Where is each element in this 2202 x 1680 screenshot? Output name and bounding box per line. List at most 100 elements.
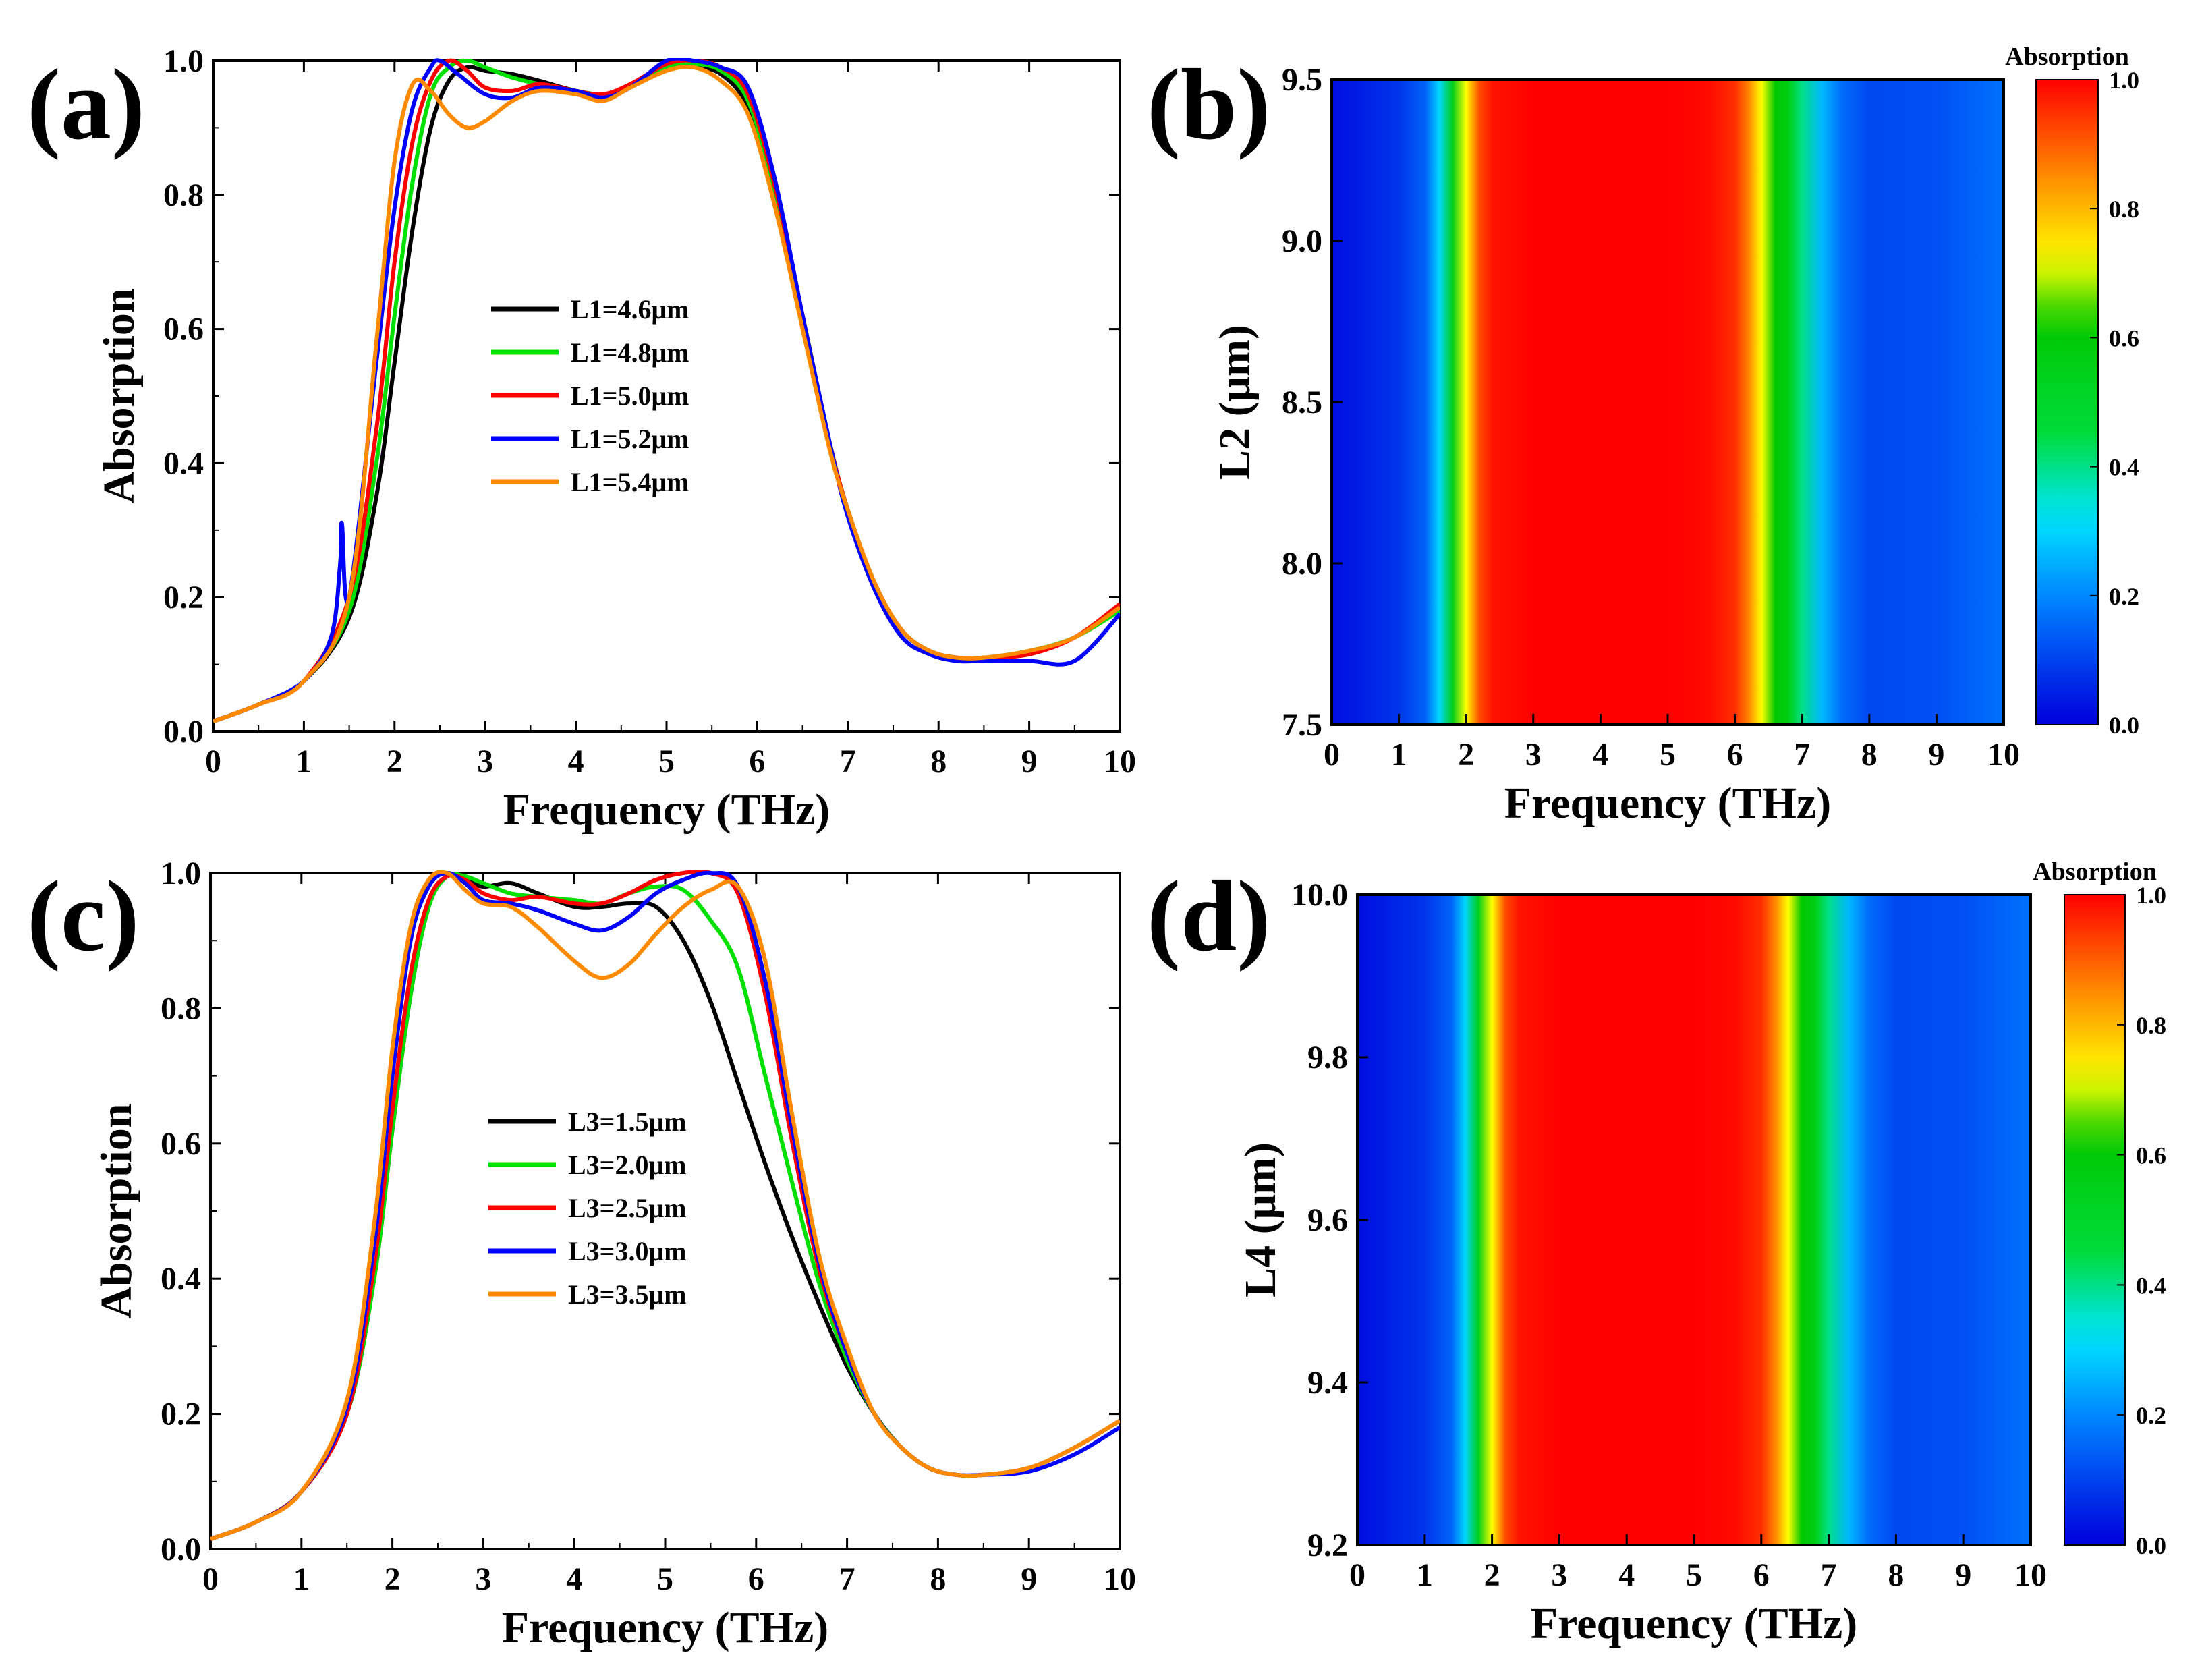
plot-area xyxy=(213,58,1120,723)
x-tick-label: 10 xyxy=(1104,744,1136,779)
x-tick-label: 9 xyxy=(1928,737,1944,773)
x-tick-label: 9 xyxy=(1021,1561,1037,1597)
x-tick-label: 0 xyxy=(202,1561,219,1597)
colorbar-tick-label: 0.8 xyxy=(2109,196,2139,223)
x-tick-label: 10 xyxy=(1104,1561,1136,1597)
series-line xyxy=(213,64,1120,723)
y-tick-label: 0.4 xyxy=(161,1261,201,1297)
legend-label: L1=4.8μm xyxy=(571,337,689,368)
x-tick-label: 8 xyxy=(930,1561,946,1597)
x-tick-label: 1 xyxy=(1391,737,1407,773)
x-tick-label: 7 xyxy=(1794,737,1810,773)
panel-c: (c) 0 1 2 3 4 5 6 7 8 9 10 0.0 0.2 0.4 0.6 0.8 1.0 Frequen… xyxy=(27,856,1136,1652)
y-tick-label: 0.2 xyxy=(163,580,204,615)
legend-label: L3=3.0μm xyxy=(568,1236,686,1266)
x-tick-label: 1 xyxy=(293,1561,310,1597)
x-tick-label: 4 xyxy=(568,744,584,779)
colorbar-title: Absorption xyxy=(2005,43,2129,71)
panel-d: (d) Absorption 0.0 0.2 0.4 0.6 0.8 1.0 0 1 2 3 4 5 6 7 8… xyxy=(1147,858,2166,1648)
x-tick-label: 1 xyxy=(295,744,312,779)
legend: L1=4.6μm L1=4.8μm L1=5.0μm L1=5.2μm L1=5.4μm xyxy=(491,294,689,497)
panel-label: (d) xyxy=(1147,860,1270,972)
legend-label: L1=5.0μm xyxy=(571,381,689,411)
x-axis-title: Frequency (THz) xyxy=(502,1603,829,1652)
x-tick-label: 6 xyxy=(1753,1557,1770,1593)
y-tick-label: 1.0 xyxy=(161,856,201,891)
x-tick-label: 3 xyxy=(477,744,493,779)
x-tick-label: 10 xyxy=(2014,1557,2047,1593)
legend-label: L3=3.5μm xyxy=(568,1279,686,1310)
x-tick-label: 2 xyxy=(1458,737,1474,773)
x-tick-label: 7 xyxy=(839,1561,855,1597)
x-axis-title: Frequency (THz) xyxy=(1531,1599,1858,1648)
x-tick-label: 4 xyxy=(566,1561,582,1597)
x-tick-label: 4 xyxy=(1592,737,1608,773)
x-tick-label: 1 xyxy=(1417,1557,1433,1593)
y-tick-label: 9.0 xyxy=(1282,223,1322,259)
series-line xyxy=(213,58,1120,723)
colorbar-tick-label: 1.0 xyxy=(2136,882,2166,909)
legend-label: L3=2.0μm xyxy=(568,1150,686,1180)
y-tick-label: 9.8 xyxy=(1307,1040,1348,1075)
colorbar xyxy=(2064,894,2126,1546)
colorbar-tick-label: 0.6 xyxy=(2136,1142,2166,1169)
x-tick-label: 3 xyxy=(1525,737,1542,773)
panel-b: (b) Absorption 0.0 0.2 0.4 0.6 0.8 1.0 0 1 2 3 4 5 6 7 8… xyxy=(1147,43,2139,828)
y-tick-label: 0.8 xyxy=(161,990,201,1026)
y-axis-title: L4 (μm) xyxy=(1236,1142,1285,1297)
x-tick-label: 10 xyxy=(1987,737,2020,773)
y-tick-label: 9.4 xyxy=(1307,1365,1348,1401)
y-tick-label: 7.5 xyxy=(1282,707,1322,743)
x-tick-label: 9 xyxy=(1955,1557,1971,1593)
x-tick-label: 0 xyxy=(205,744,221,779)
legend-label: L1=4.6μm xyxy=(571,294,689,325)
y-tick-label: 10.0 xyxy=(1291,877,1348,913)
x-tick-label: 5 xyxy=(1660,737,1676,773)
y-tick-label: 0.0 xyxy=(163,714,204,750)
x-tick-label: 2 xyxy=(385,1561,401,1597)
x-tick-label: 8 xyxy=(1888,1557,1904,1593)
x-tick-label: 5 xyxy=(1686,1557,1702,1593)
y-tick-label: 0.6 xyxy=(163,312,204,347)
x-tick-label: 5 xyxy=(658,744,675,779)
x-tick-label: 2 xyxy=(387,744,403,779)
y-tick-label: 9.6 xyxy=(1307,1202,1348,1238)
panel-label: (b) xyxy=(1147,49,1270,161)
y-axis-title: Absorption xyxy=(92,1103,141,1318)
heatmap-field xyxy=(1357,895,2031,1545)
y-tick-label: 8.5 xyxy=(1282,385,1322,420)
x-tick-label: 9 xyxy=(1021,744,1038,779)
plot-area xyxy=(210,870,1120,1541)
x-tick-label: 0 xyxy=(1324,737,1340,773)
y-tick-label: 8.0 xyxy=(1282,546,1322,582)
panel-a: (a) 0 1 2 3 4 5 6 7 8 9 10 0.0 0.2 0.4 0.6 0.8 1.0 Frequen… xyxy=(27,43,1136,835)
y-axis-title: Absorption xyxy=(94,288,144,503)
y-tick-label: 1.0 xyxy=(163,43,204,79)
colorbar-tick-label: 0.0 xyxy=(2109,712,2139,739)
x-tick-label: 7 xyxy=(1821,1557,1837,1593)
y-tick-label: 9.5 xyxy=(1282,62,1322,98)
legend: L3=1.5μm L3=2.0μm L3=2.5μm L3=3.0μm L3=3.5μm xyxy=(488,1107,686,1310)
x-tick-label: 6 xyxy=(1727,737,1743,773)
x-tick-label: 5 xyxy=(657,1561,673,1597)
y-tick-label: 0.8 xyxy=(163,177,204,213)
colorbar-tick-label: 0.4 xyxy=(2109,454,2139,481)
series-line xyxy=(210,870,1120,1541)
x-tick-label: 7 xyxy=(840,744,856,779)
x-axis-title: Frequency (THz) xyxy=(1504,779,1832,828)
colorbar-tick-label: 0.2 xyxy=(2136,1402,2166,1429)
legend-label: L3=2.5μm xyxy=(568,1193,686,1223)
y-tick-label: 9.2 xyxy=(1307,1528,1348,1563)
legend-label: L1=5.2μm xyxy=(571,424,689,454)
colorbar-tick-label: 0.2 xyxy=(2109,583,2139,610)
colorbar xyxy=(2035,79,2099,725)
x-tick-label: 2 xyxy=(1484,1557,1500,1593)
panel-label: (c) xyxy=(27,860,139,972)
x-tick-label: 6 xyxy=(749,744,765,779)
panel-label: (a) xyxy=(27,49,145,161)
colorbar-title: Absorption xyxy=(2033,858,2157,886)
x-tick-label: 3 xyxy=(475,1561,491,1597)
colorbar-tick-label: 0.6 xyxy=(2109,325,2139,352)
x-tick-label: 3 xyxy=(1551,1557,1567,1593)
